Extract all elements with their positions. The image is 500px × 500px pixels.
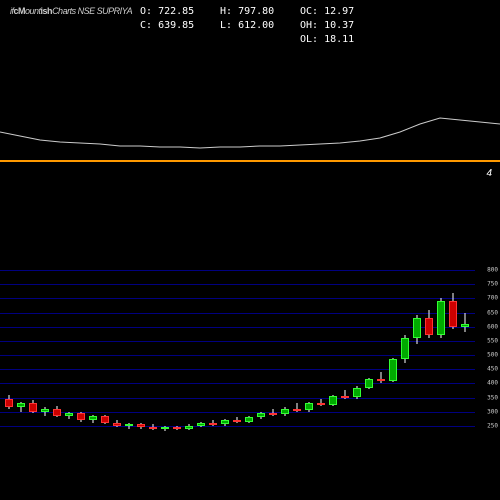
y-label: 600 [487,323,498,330]
candle [257,270,265,440]
chart-title: ifcMountishCharts NSE SUPRIYA [10,6,132,16]
candle [461,270,469,440]
candle [329,270,337,440]
candle [101,270,109,440]
candle [281,270,289,440]
y-label: 300 [487,408,498,415]
candle [365,270,373,440]
candle [137,270,145,440]
y-label: 650 [487,309,498,316]
candle [41,270,49,440]
candle [233,270,241,440]
candle [437,270,445,440]
candle [377,270,385,440]
y-label: 250 [487,422,498,429]
y-label: 800 [487,267,498,274]
y-label: 750 [487,281,498,288]
candle [161,270,169,440]
candle [149,270,157,440]
candle [401,270,409,440]
candle [113,270,121,440]
candle [125,270,133,440]
candle [185,270,193,440]
y-label: 350 [487,394,498,401]
y-label: 550 [487,337,498,344]
y-label: 500 [487,352,498,359]
candle [53,270,61,440]
stat-low: L: 612.00 [220,19,300,33]
stat-high: H: 797.80 [220,5,300,19]
separator-line [0,160,500,162]
candle [29,270,37,440]
candle [305,270,313,440]
candle [449,270,457,440]
candle [5,270,13,440]
candle [341,270,349,440]
stat-oh: OH: 10.37 [300,19,370,33]
candlestick-chart [0,270,475,440]
candle [65,270,73,440]
candle [77,270,85,440]
candle [17,270,25,440]
axis-mark: 4 [486,168,492,179]
candle [389,270,397,440]
candle [293,270,301,440]
line-chart [0,40,500,160]
candle [209,270,217,440]
candle [353,270,361,440]
stat-close: C: 639.85 [140,19,220,33]
y-label: 450 [487,366,498,373]
candle [197,270,205,440]
stat-oc: OC: 12.97 [300,5,370,19]
candle [89,270,97,440]
y-label: 400 [487,380,498,387]
candle [173,270,181,440]
candle [245,270,253,440]
candle [269,270,277,440]
candle [413,270,421,440]
y-axis-labels: 250 300 350 400 450 500 550 600 650 700 750 800 [476,270,500,440]
stat-open: O: 722.85 [140,5,220,19]
candle [221,270,229,440]
y-label: 700 [487,295,498,302]
candle [317,270,325,440]
candle [425,270,433,440]
